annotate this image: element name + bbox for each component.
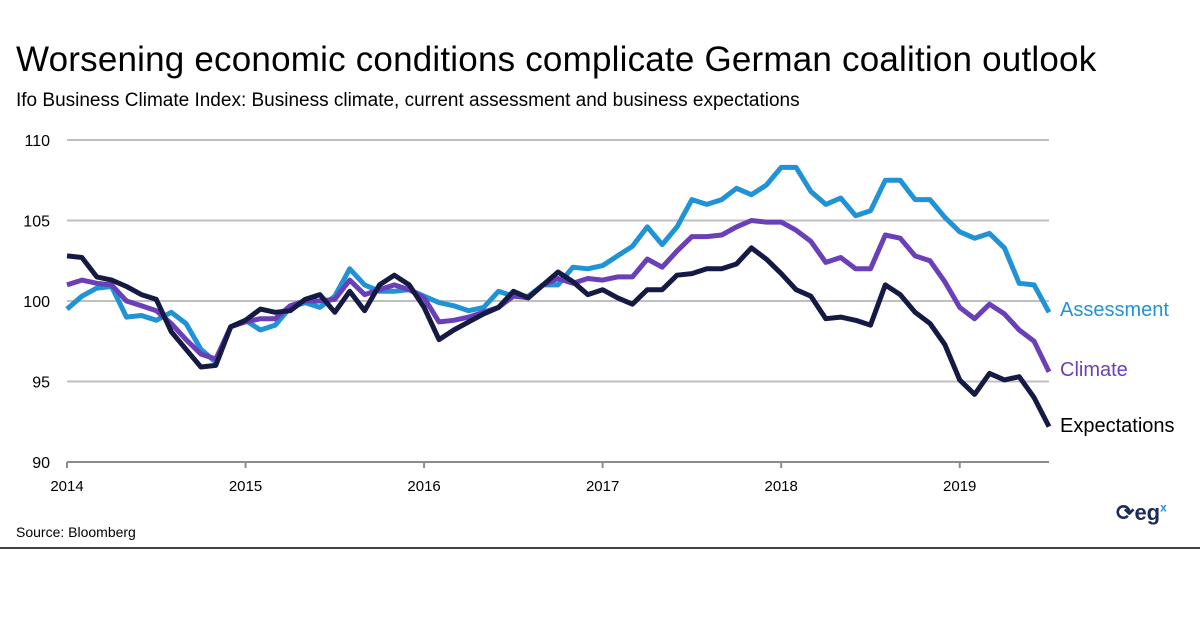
y-tick-label: 100 xyxy=(23,294,50,311)
series-label-expectations: Expectations xyxy=(1060,415,1175,437)
y-tick-label: 110 xyxy=(24,133,50,150)
logo-icon: ⟳ xyxy=(1116,500,1135,525)
chart-subtitle: Ifo Business Climate Index: Business cli… xyxy=(16,90,800,111)
series-line-assessment xyxy=(65,164,1052,365)
x-tick-label: 2019 xyxy=(943,478,976,495)
x-tick-label: 2018 xyxy=(764,478,797,495)
x-tick-label: 2015 xyxy=(229,478,262,495)
x-tick-label: 2017 xyxy=(586,478,619,495)
x-tick-label: 2014 xyxy=(50,478,83,495)
series-label-assessment: Assessment xyxy=(1060,299,1169,321)
series-label-climate: Climate xyxy=(1060,359,1128,381)
y-tick-label: 90 xyxy=(32,455,50,472)
bottom-divider xyxy=(0,547,1200,549)
source-note: Source: Bloomberg xyxy=(16,524,136,540)
logo-text: eg xyxy=(1134,500,1161,525)
egx-logo: ⟳egx xyxy=(1116,500,1167,526)
x-tick-label: 2016 xyxy=(407,478,440,495)
series-line-expectations xyxy=(66,245,1052,428)
y-tick-label: 95 xyxy=(32,375,50,392)
logo-sup: x xyxy=(1160,500,1167,515)
chart-title: Worsening economic conditions complicate… xyxy=(16,40,1097,79)
y-tick-label: 105 xyxy=(23,214,50,231)
